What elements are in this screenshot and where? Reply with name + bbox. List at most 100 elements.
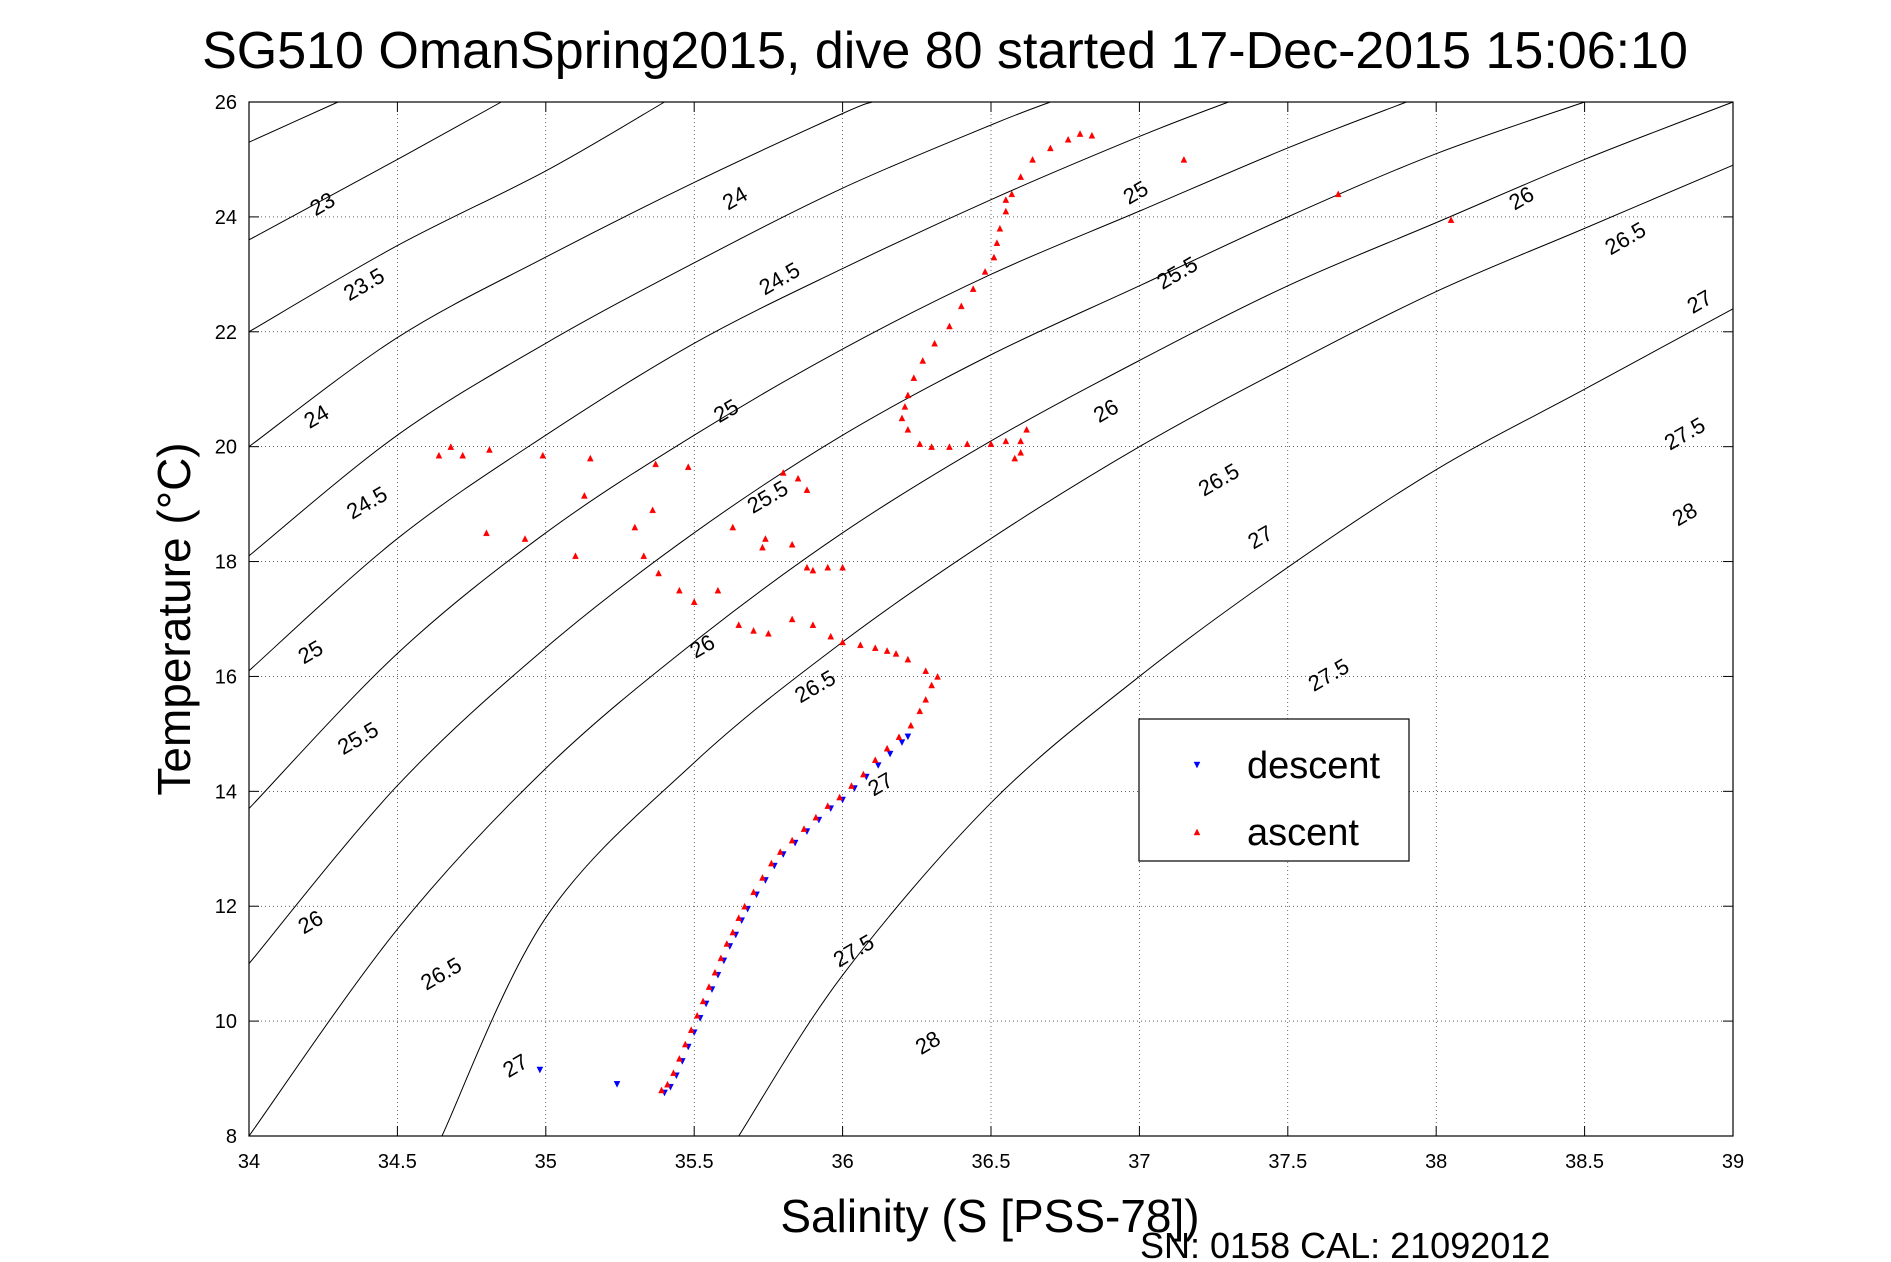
- contour-label: 23.5: [339, 263, 389, 306]
- ascent-point: [871, 756, 879, 763]
- contour-label: 27: [863, 767, 897, 801]
- ascent-point: [1334, 190, 1342, 198]
- x-tick-label: 34: [238, 1151, 260, 1173]
- x-tick-label: 37.5: [1268, 1151, 1307, 1173]
- descent-series: [536, 733, 912, 1097]
- ascent-point: [836, 793, 843, 801]
- ascent-point: [759, 874, 766, 881]
- ascent-point: [1008, 190, 1016, 198]
- ascent-point: [768, 859, 775, 867]
- ascent-point: [676, 1055, 683, 1062]
- ascent-point: [839, 638, 846, 646]
- ascent-point: [1447, 216, 1455, 223]
- ascent-point: [483, 529, 490, 537]
- ascent-point: [922, 695, 930, 703]
- y-tick-label: 8: [226, 1126, 237, 1148]
- ascent-point: [928, 443, 935, 450]
- isopycnal-labels: 2323.52424.52525.52626.5272424.52525.526…: [294, 176, 1717, 1083]
- y-tick-label: 10: [215, 1011, 237, 1033]
- ascent-point: [699, 997, 707, 1005]
- x-tick-label: 39: [1722, 1151, 1744, 1173]
- y-tick-label: 24: [215, 207, 237, 229]
- ascent-point: [717, 954, 725, 962]
- contour-label: 25.5: [743, 475, 793, 518]
- descent-point: [904, 733, 912, 741]
- ascent-point: [946, 322, 953, 330]
- ascent-point: [812, 813, 820, 821]
- y-axis-ticks: 8 10 12 14 16 18 20 22 24 26: [215, 92, 1733, 1148]
- ascent-point: [729, 523, 737, 531]
- contour-label: 26: [1505, 181, 1539, 215]
- contour-label: 26.5: [416, 952, 466, 995]
- ascent-point: [946, 443, 953, 450]
- contour-label: 25.5: [333, 717, 383, 760]
- ascent-point: [957, 302, 965, 310]
- isopycnal-27.5: [441, 164, 1734, 1137]
- ascent-point: [928, 681, 935, 689]
- ascent-point: [664, 1080, 671, 1088]
- y-tick-label: 12: [215, 896, 237, 918]
- ascent-point: [987, 440, 995, 447]
- ascent-point: [904, 655, 912, 663]
- x-axis-ticks: 34 34.5 35 35.5 36 36.5 37 37.5 38 38.5 39: [238, 102, 1744, 1173]
- ascent-point: [735, 621, 743, 628]
- ascent-point: [1064, 135, 1072, 143]
- isopycnal-24: [248, 101, 665, 333]
- ascent-point: [741, 902, 748, 910]
- ascent-point: [916, 707, 924, 715]
- legend-marker-descent-glyph: [1193, 761, 1201, 769]
- ascent-point: [996, 224, 1004, 232]
- ascent-point: [1076, 130, 1084, 137]
- ascent-point: [883, 647, 891, 654]
- ascent-point: [690, 598, 698, 605]
- ascent-point: [824, 802, 832, 809]
- chart-title: SG510 OmanSpring2015, dive 80 started 17…: [202, 22, 1688, 80]
- contour-label: 27.5: [829, 929, 879, 972]
- ascent-point: [1002, 207, 1010, 215]
- x-axis-label: Salinity (S [PSS-78]): [780, 1190, 1199, 1242]
- ascent-point: [447, 443, 455, 450]
- ascent-point: [1088, 131, 1096, 139]
- x-tick-label: 36: [831, 1151, 853, 1173]
- y-tick-label: 20: [215, 437, 237, 459]
- ascent-point: [916, 440, 924, 447]
- ascent-point: [788, 615, 796, 623]
- ascent-point: [788, 540, 796, 548]
- isopycnal-25.5: [248, 101, 1229, 672]
- ascent-point: [981, 268, 989, 275]
- descent-point: [898, 739, 906, 746]
- ascent-point: [922, 667, 930, 674]
- ascent-point: [723, 940, 731, 947]
- ascent-point: [1180, 155, 1188, 163]
- ascent-point: [969, 285, 977, 292]
- y-tick-label: 18: [215, 552, 237, 574]
- legend-label-descent: descent: [1247, 745, 1381, 787]
- contour-label: 27: [1683, 285, 1717, 319]
- ascent-point: [934, 672, 941, 680]
- isopycnal-24.5: [248, 101, 873, 448]
- ascent-point: [486, 446, 493, 453]
- contour-label: 27.5: [1304, 653, 1354, 696]
- isopycnal-23: [248, 101, 339, 143]
- ascent-point: [898, 414, 906, 422]
- y-tick-label: 22: [215, 322, 237, 344]
- ascent-point: [794, 474, 802, 482]
- ascent-point: [1017, 437, 1025, 445]
- ascent-point: [910, 374, 918, 381]
- ascent-point: [901, 403, 909, 410]
- ascent-point: [655, 569, 662, 577]
- x-tick-label: 34.5: [378, 1151, 417, 1173]
- contour-label: 27: [498, 1049, 532, 1083]
- legend-box: [1138, 718, 1410, 862]
- legend: descent ascent: [1138, 718, 1410, 862]
- contour-label: 27: [1243, 520, 1277, 554]
- ascent-point: [652, 460, 659, 468]
- ascent-point: [1047, 144, 1054, 152]
- ascent-point: [990, 253, 998, 261]
- contour-label: 24.5: [755, 257, 805, 300]
- ascent-point: [993, 239, 1001, 246]
- ascent-point: [803, 563, 811, 571]
- contour-label: 28: [911, 1026, 945, 1060]
- y-tick-label: 26: [215, 92, 237, 114]
